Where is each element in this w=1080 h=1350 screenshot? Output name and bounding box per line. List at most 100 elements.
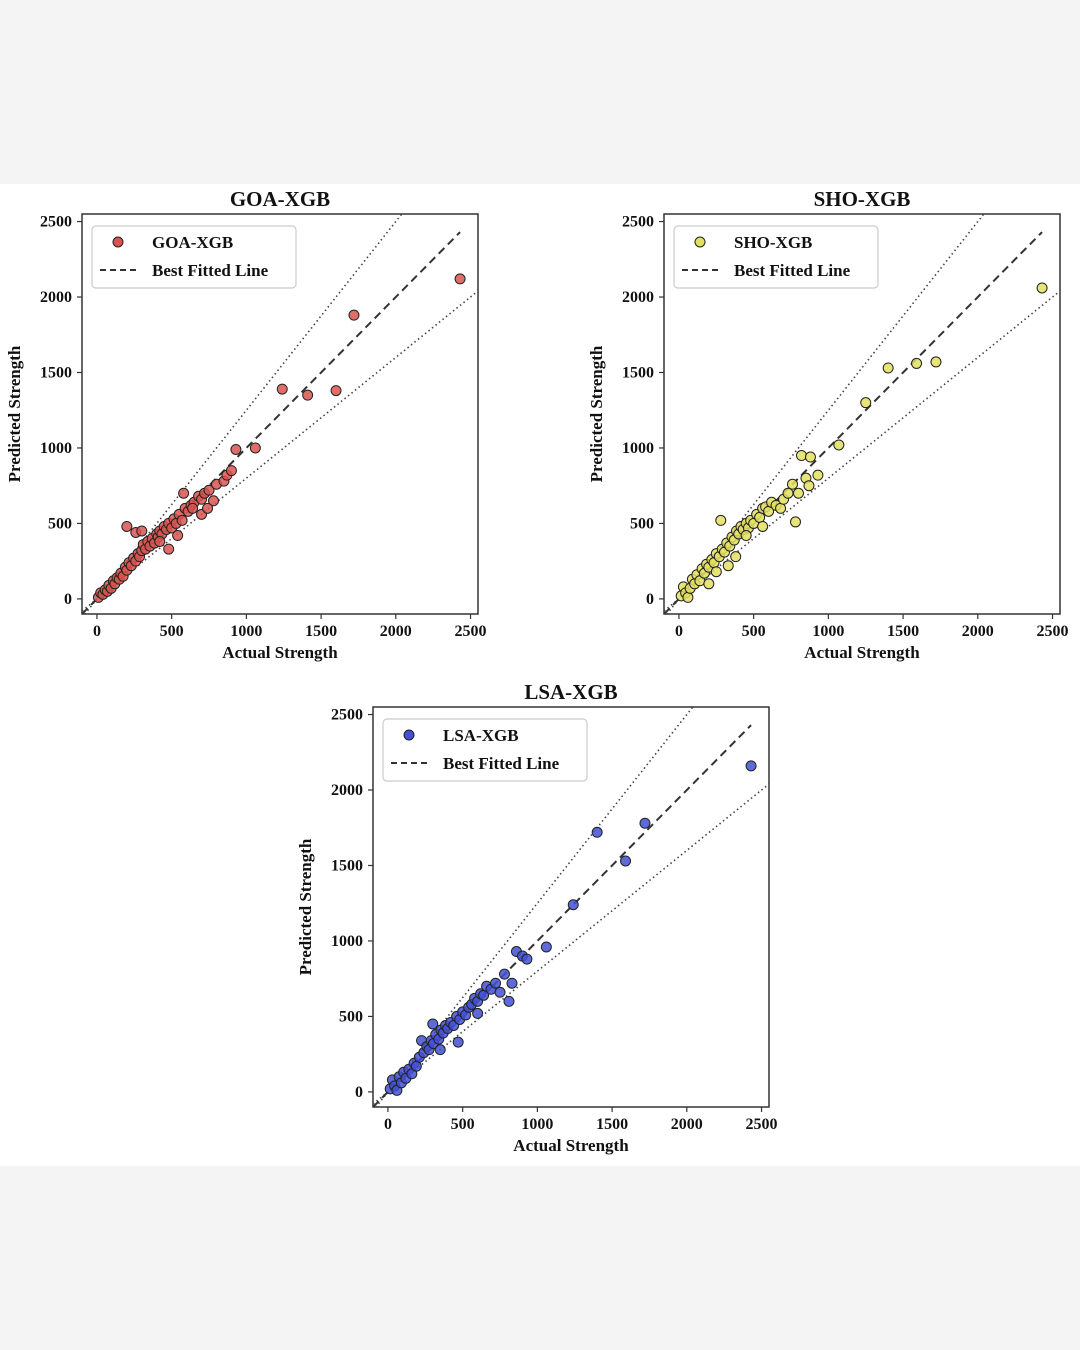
y-tick-label: 2500	[622, 214, 654, 231]
x-tick-label: 1500	[305, 623, 337, 640]
x-tick-label: 500	[742, 623, 766, 640]
y-tick-label: 500	[48, 515, 72, 532]
panel-goa-xgb: GOA-XGB 0 500 1000 1500 2000 2500 0 500 1000 1500 2…	[0, 186, 500, 676]
x-tick-label: 500	[451, 1116, 475, 1133]
best-fit-line	[664, 231, 1043, 614]
data-point	[230, 443, 242, 455]
legend-series-label: SHO-XGB	[734, 233, 812, 252]
data-point	[703, 578, 715, 590]
data-point	[499, 968, 511, 980]
data-point	[490, 977, 502, 989]
data-point	[930, 356, 942, 368]
data-point	[567, 899, 579, 911]
data-point	[754, 511, 766, 523]
data-point	[882, 362, 894, 374]
data-point	[803, 480, 815, 492]
data-point	[427, 1018, 439, 1030]
x-axis-label: Actual Strength	[804, 643, 920, 662]
data-point	[172, 530, 184, 542]
x-tick-label: 2000	[380, 623, 412, 640]
data-point	[452, 1036, 464, 1048]
panel-lsa-xgb: LSA-XGB 0 500 1000 1500 2000 2500 0 500 1000 1500 2…	[291, 679, 791, 1169]
y-tick-label: 500	[630, 515, 654, 532]
y-tick-label: 500	[339, 1008, 363, 1025]
data-point	[503, 995, 515, 1007]
chart-sho-xgb: SHO-XGB 0 500 1000 1500 2000 2500 0 500 1000 1500 2…	[587, 187, 1069, 662]
data-point	[154, 536, 166, 548]
data-point	[434, 1044, 446, 1056]
data-point	[812, 469, 824, 481]
x-tick-label: 1500	[887, 623, 919, 640]
data-point	[639, 817, 651, 829]
data-point	[208, 495, 220, 507]
x-tick-label: 1000	[521, 1116, 553, 1133]
legend: GOA-XGB Best Fitted Line	[91, 225, 297, 289]
data-point	[203, 484, 215, 496]
data-point	[782, 487, 794, 499]
y-tick-label: 1500	[622, 364, 654, 381]
best-fit-line	[82, 231, 461, 614]
y-tick-label: 0	[646, 591, 654, 608]
data-point	[176, 514, 188, 526]
y-tick-label: 2500	[40, 214, 72, 231]
legend: SHO-XGB Best Fitted Line	[673, 225, 879, 289]
chart-title: GOA-XGB	[230, 187, 330, 211]
data-point	[121, 520, 133, 532]
data-point	[620, 855, 632, 867]
y-axis-label: Predicted Strength	[587, 345, 606, 482]
x-tick-label: 0	[384, 1116, 392, 1133]
legend-fit-label: Best Fitted Line	[152, 261, 269, 280]
x-tick-label: 500	[160, 623, 184, 640]
x-tick-label: 1500	[596, 1116, 628, 1133]
legend-marker	[403, 729, 415, 741]
data-point	[276, 383, 288, 395]
legend: LSA-XGB Best Fitted Line	[382, 718, 588, 782]
data-point	[136, 525, 148, 537]
chart-goa-xgb: GOA-XGB 0 500 1000 1500 2000 2500 0 500 1000 1500 2…	[5, 187, 487, 662]
legend-box	[673, 225, 879, 289]
x-tick-label: 1000	[230, 623, 262, 640]
data-point	[472, 1007, 484, 1019]
data-point	[833, 439, 845, 451]
data-point	[710, 566, 722, 578]
legend-fit-label: Best Fitted Line	[734, 261, 851, 280]
data-point	[410, 1060, 422, 1072]
lower-bound-line	[664, 290, 1060, 612]
y-tick-label: 2000	[331, 782, 363, 799]
data-point	[302, 389, 314, 401]
data-point	[225, 465, 237, 477]
data-point	[775, 502, 787, 514]
legend-box	[382, 718, 588, 782]
y-tick-label: 1000	[622, 440, 654, 457]
panel-sho-xgb: SHO-XGB 0 500 1000 1500 2000 2500 0 500 1000 1500 2…	[582, 186, 1080, 676]
plot-lines	[373, 707, 769, 1107]
data-point	[348, 309, 360, 321]
y-tick-label: 1000	[40, 440, 72, 457]
chart-title: SHO-XGB	[814, 187, 911, 211]
x-tick-label: 2000	[962, 623, 994, 640]
data-point	[506, 977, 518, 989]
data-point	[178, 487, 190, 499]
y-tick-label: 2500	[331, 707, 363, 724]
y-axis-label: Predicted Strength	[5, 345, 24, 482]
data-point	[682, 591, 694, 603]
data-point	[757, 520, 769, 532]
x-tick-label: 1000	[812, 623, 844, 640]
chart-title: LSA-XGB	[524, 680, 617, 704]
data-point	[521, 953, 533, 965]
data-point	[540, 941, 552, 953]
data-point	[249, 442, 261, 454]
y-tick-label: 0	[64, 591, 72, 608]
legend-series-label: GOA-XGB	[152, 233, 233, 252]
y-tick-label: 1500	[40, 364, 72, 381]
y-tick-label: 2000	[622, 289, 654, 306]
x-tick-label: 2000	[671, 1116, 703, 1133]
x-tick-label: 2500	[455, 623, 487, 640]
y-tick-label: 2000	[40, 289, 72, 306]
data-point	[202, 502, 214, 514]
data-point	[787, 478, 799, 490]
data-point	[790, 516, 802, 528]
best-fit-line	[373, 724, 752, 1107]
plot-lines	[664, 214, 1060, 614]
y-axis-label: Predicted Strength	[296, 838, 315, 975]
